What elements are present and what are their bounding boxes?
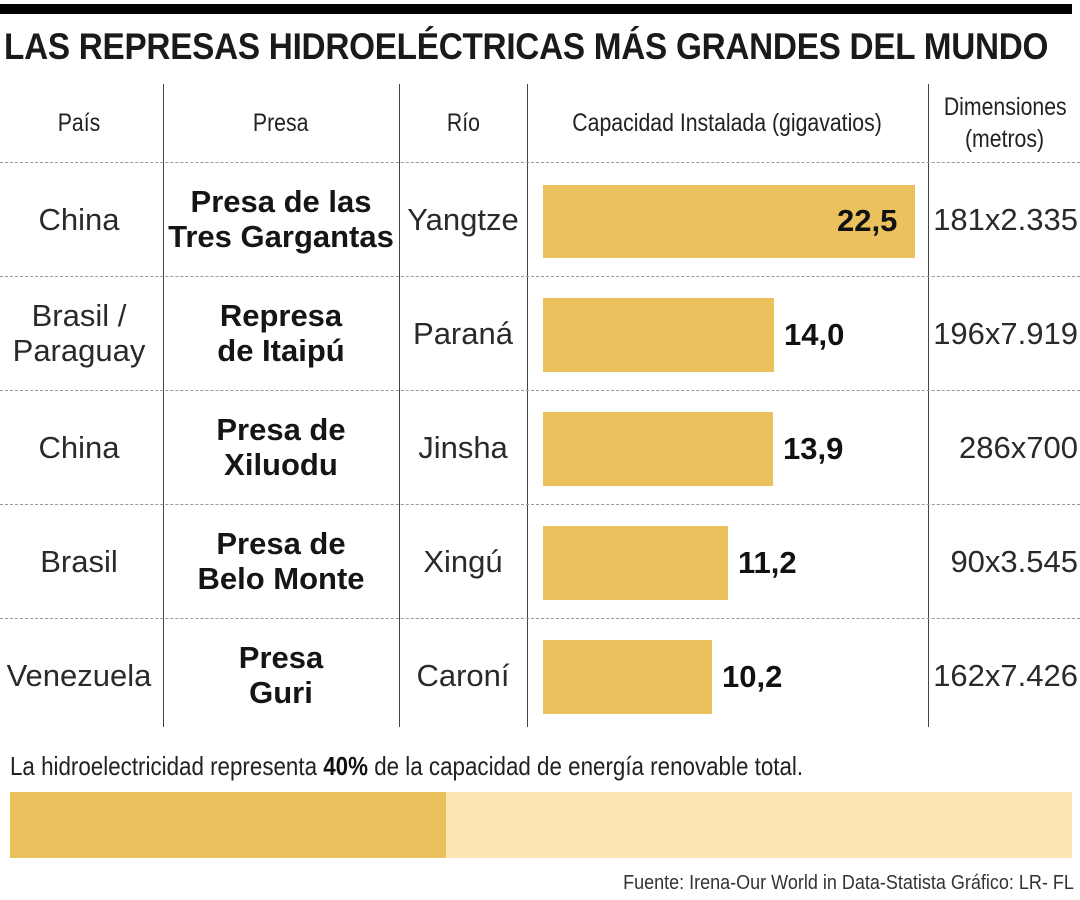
cell-pais: China [0, 390, 158, 504]
row-separator [0, 276, 1080, 277]
column-divider [527, 84, 528, 727]
chart-title: LAS REPRESAS HIDROELÉCTRICAS MÁS GRANDES… [4, 26, 1049, 67]
cell-dimensiones: 196x7.919 [933, 315, 1078, 351]
column-divider [399, 84, 400, 727]
capacity-bar [543, 412, 773, 486]
cell-line: Represa [219, 298, 343, 333]
cell-line: China [38, 429, 120, 465]
capacity-bar [543, 184, 915, 258]
cell-line: Presa de [216, 412, 346, 447]
cell-pais: China [0, 162, 158, 276]
cell-rio: Paraná [413, 315, 513, 351]
header-pais: País [57, 109, 101, 137]
cell-presa: Presa de Belo Monte [165, 504, 397, 618]
cell-dimensiones: 286x700 [959, 429, 1078, 465]
cell-line: Tres Gargantas [168, 219, 394, 254]
capacity-bar [543, 298, 774, 372]
source-credit: Fuente: Irena-Our World in Data-Statista… [623, 872, 1074, 894]
cell-dimensiones: 162x7.426 [933, 657, 1078, 693]
cell-rio: Caroní [416, 657, 510, 693]
cell-rio: Yangtze [407, 201, 519, 237]
capacity-value-label: 11,2 [738, 545, 797, 580]
cell-line: Venezuela [6, 657, 152, 693]
column-divider [928, 84, 929, 727]
header-rio: Río [446, 109, 480, 137]
cell-line: Paraguay [12, 333, 146, 368]
cell-line: China [38, 201, 120, 237]
header-dimensiones: Dimensiones (metros) [943, 93, 1067, 153]
cell-pais: Brasil [0, 504, 158, 618]
row-separator [0, 618, 1080, 619]
cell-pais: Venezuela [0, 618, 158, 732]
capacity-value-label: 13,9 [783, 431, 844, 466]
cell-dimensiones: 181x2.335 [933, 201, 1078, 237]
capacity-value-label: 22,5 [837, 203, 898, 238]
cell-line: Guri [249, 675, 313, 710]
cell-line: Presa [238, 640, 324, 675]
cell-rio: Xingú [423, 543, 503, 579]
top-rule [0, 4, 1072, 14]
cell-line: Belo Monte [197, 561, 365, 596]
cell-presa: Represa de Itaipú [165, 276, 397, 390]
cell-line: Brasil / [31, 298, 127, 333]
capacity-bar [543, 526, 728, 600]
renewable-share-bar [10, 792, 1072, 858]
cell-presa: Presa de las Tres Gargantas [165, 162, 397, 276]
row-separator [0, 162, 1080, 163]
cell-pais: Brasil / Paraguay [0, 276, 158, 390]
cell-line: Presa de las [190, 184, 372, 219]
capacity-value-label: 14,0 [784, 317, 845, 352]
renewable-share-fill [10, 792, 446, 858]
cell-dimensiones: 90x3.545 [950, 543, 1078, 579]
column-divider [163, 84, 164, 727]
header-presa: Presa [253, 109, 309, 137]
renewable-share-note: La hidroelectricidad representa 40% de l… [10, 751, 804, 781]
share-highlight: 40% [323, 751, 368, 781]
row-separator [0, 390, 1080, 391]
cell-rio: Jinsha [418, 429, 508, 465]
cell-presa: Presa de Xiluodu [165, 390, 397, 504]
header-capacidad: Capacidad Instalada (gigavatios) [572, 109, 883, 137]
capacity-bar [543, 640, 712, 714]
cell-line: Brasil [40, 543, 118, 579]
row-separator [0, 504, 1080, 505]
cell-line: de Itaipú [217, 333, 345, 368]
capacity-value-label: 10,2 [722, 659, 783, 694]
cell-line: Presa de [216, 526, 346, 561]
cell-line: Xiluodu [224, 447, 338, 482]
cell-presa: Presa Guri [165, 618, 397, 732]
